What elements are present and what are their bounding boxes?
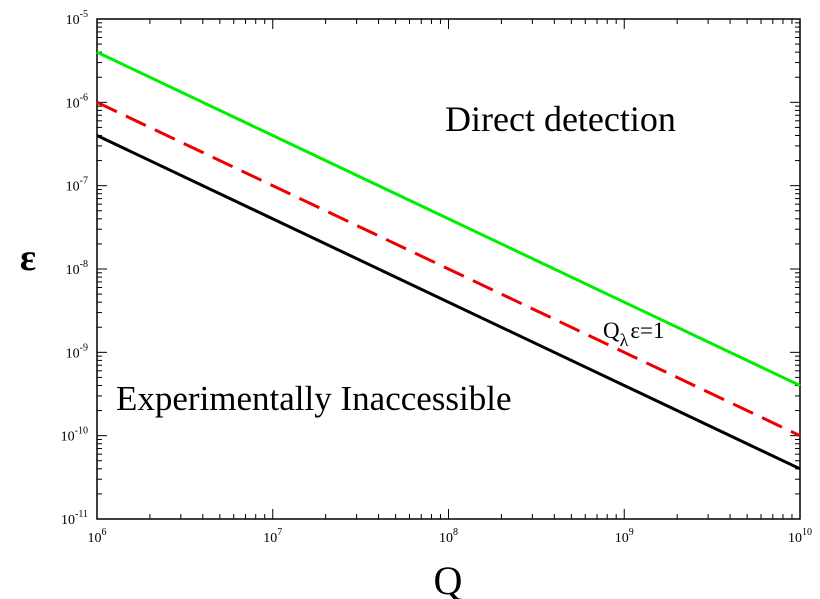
axis-tick-labels: 106 107 108 109 1010 10-11 10-10 10-9 10-8 10-7 10… [61, 9, 812, 546]
y-tick-label: 10-6 [66, 92, 88, 111]
y-tick-label: 10-9 [66, 342, 88, 361]
annotation-direct-detection: Direct detection [445, 99, 676, 139]
x-tick-label: 108 [439, 527, 458, 546]
annotation-experimentally-inaccessible: Experimentally Inaccessible [116, 379, 512, 418]
y-tick-label: 10-11 [61, 509, 88, 528]
series-line-1 [96, 50, 801, 387]
series-line-3 [96, 134, 801, 471]
series-line-2 [96, 100, 801, 438]
x-axis-label: Q [434, 558, 463, 599]
series-lines [96, 50, 801, 471]
y-axis-label: ε [20, 237, 36, 279]
y-tick-label: 10-8 [66, 259, 88, 278]
y-tick-label: 10-7 [66, 176, 88, 195]
x-tick-label: 106 [88, 527, 107, 546]
x-tick-label: 109 [615, 527, 634, 546]
x-tick-label: 107 [263, 527, 282, 546]
axis-ticks [96, 18, 801, 520]
annotation-curve-label: Qλε=1 [603, 318, 665, 350]
x-tick-label: 1010 [788, 527, 812, 546]
y-tick-label: 10-10 [61, 426, 88, 445]
y-tick-label: 10-5 [66, 9, 88, 28]
